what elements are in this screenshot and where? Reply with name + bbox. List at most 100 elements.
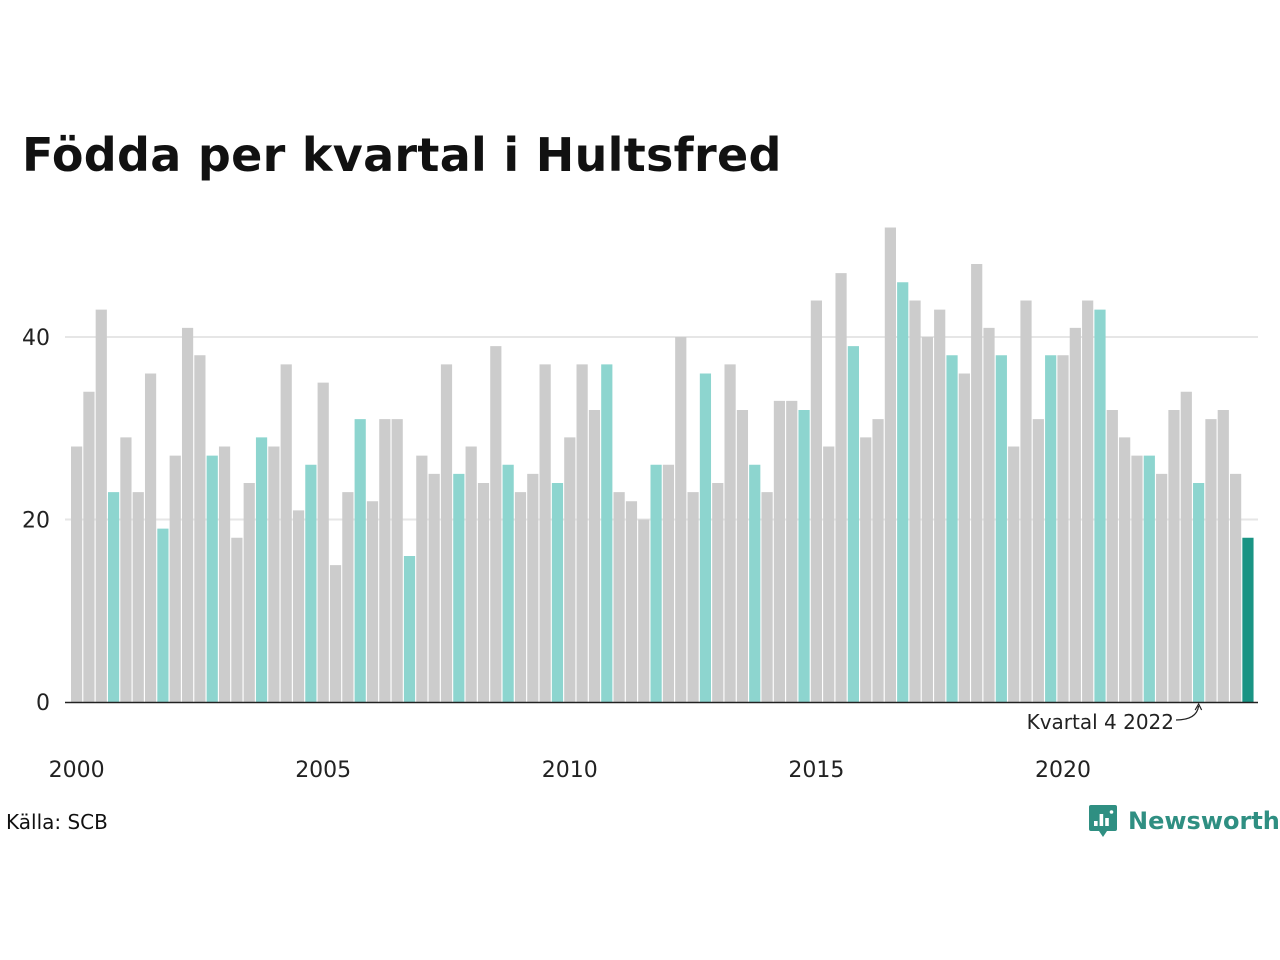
bar bbox=[983, 327, 995, 702]
bar bbox=[144, 373, 157, 702]
bar bbox=[218, 446, 231, 702]
x-tick-label: 2000 bbox=[49, 758, 105, 783]
source-note: Källa: SCB bbox=[6, 810, 108, 834]
bar bbox=[613, 492, 625, 702]
bar bbox=[206, 455, 218, 702]
bar bbox=[773, 400, 786, 702]
bar bbox=[317, 382, 329, 702]
bar bbox=[1057, 355, 1069, 702]
bar bbox=[1217, 410, 1229, 702]
bar bbox=[181, 327, 194, 702]
bar bbox=[1119, 437, 1131, 702]
bar bbox=[329, 565, 342, 702]
bar bbox=[835, 273, 847, 702]
bar bbox=[1242, 537, 1254, 702]
bar bbox=[1045, 355, 1057, 702]
bar bbox=[1131, 455, 1143, 702]
bar bbox=[268, 446, 280, 702]
bar bbox=[416, 455, 428, 702]
bar bbox=[71, 446, 83, 702]
bar bbox=[934, 309, 946, 702]
annotation: Kvartal 4 2022 bbox=[1027, 702, 1203, 734]
bar bbox=[169, 455, 181, 702]
chart-title: Född­a per kvartal i Hultsfred bbox=[22, 128, 782, 182]
bar bbox=[403, 556, 416, 702]
bar bbox=[292, 510, 305, 702]
bar bbox=[255, 437, 268, 702]
bar bbox=[366, 501, 379, 702]
annotation-arrowhead bbox=[1194, 702, 1203, 711]
bar bbox=[243, 483, 255, 702]
x-tick-label: 2015 bbox=[788, 758, 844, 783]
bar bbox=[971, 264, 983, 702]
bar bbox=[786, 400, 798, 702]
bar bbox=[95, 309, 107, 702]
bar bbox=[872, 419, 884, 702]
bar bbox=[539, 364, 551, 702]
bar bbox=[527, 473, 539, 702]
x-tick-label: 2020 bbox=[1035, 758, 1091, 783]
bar bbox=[712, 483, 724, 702]
bar bbox=[884, 227, 896, 702]
x-tick-label: 2005 bbox=[295, 758, 351, 783]
x-axis-labels: 2000 2005 2010 2015 2020 bbox=[49, 758, 1091, 783]
bar bbox=[83, 391, 95, 702]
bar bbox=[465, 446, 477, 702]
bar bbox=[514, 492, 527, 702]
bar bbox=[921, 337, 933, 702]
bar bbox=[132, 492, 144, 702]
bar bbox=[1180, 391, 1192, 702]
bar bbox=[650, 464, 662, 702]
bar bbox=[157, 528, 169, 702]
x-tick-label: 2010 bbox=[542, 758, 598, 783]
bar bbox=[453, 473, 465, 702]
bar bbox=[625, 501, 638, 702]
bar bbox=[231, 537, 243, 702]
bar bbox=[1020, 300, 1032, 702]
annotation-label: Kvartal 4 2022 bbox=[1027, 710, 1174, 734]
bar bbox=[342, 492, 354, 702]
bar bbox=[687, 492, 699, 702]
y-tick-label: 20 bbox=[22, 509, 50, 534]
bar bbox=[897, 282, 909, 702]
bar bbox=[1032, 419, 1044, 702]
bar bbox=[1082, 300, 1094, 702]
bar bbox=[662, 464, 675, 702]
bar bbox=[564, 437, 576, 702]
bar bbox=[946, 355, 958, 702]
bar bbox=[1168, 410, 1180, 702]
bar bbox=[761, 492, 773, 702]
bar bbox=[1230, 473, 1242, 702]
bar bbox=[490, 346, 502, 702]
bar bbox=[724, 364, 736, 702]
bar bbox=[749, 464, 761, 702]
bar bbox=[1008, 446, 1020, 702]
bar bbox=[305, 464, 317, 702]
bar bbox=[502, 464, 514, 702]
y-axis-labels: 0 20 40 bbox=[22, 326, 50, 716]
bar bbox=[860, 437, 872, 702]
bar bbox=[601, 364, 613, 702]
bar bbox=[1205, 419, 1217, 702]
bar bbox=[736, 410, 749, 702]
bar bbox=[194, 355, 206, 702]
bar bbox=[1143, 455, 1155, 702]
bar bbox=[847, 346, 859, 702]
bar bbox=[909, 300, 921, 702]
bar bbox=[810, 300, 822, 702]
bar bbox=[1094, 309, 1106, 702]
bar bbox=[995, 355, 1007, 702]
bars bbox=[71, 227, 1254, 702]
bar bbox=[823, 446, 835, 702]
annotation-arrow bbox=[1175, 705, 1200, 721]
bar bbox=[477, 483, 490, 702]
brand-name: Newsworthy bbox=[1128, 807, 1280, 835]
bar bbox=[551, 483, 564, 702]
y-tick-label: 40 bbox=[22, 326, 50, 351]
bar bbox=[440, 364, 453, 702]
brand-logo: Newsworthy bbox=[1088, 804, 1280, 838]
bar bbox=[120, 437, 132, 702]
bar bbox=[391, 419, 403, 702]
bar bbox=[699, 373, 712, 702]
